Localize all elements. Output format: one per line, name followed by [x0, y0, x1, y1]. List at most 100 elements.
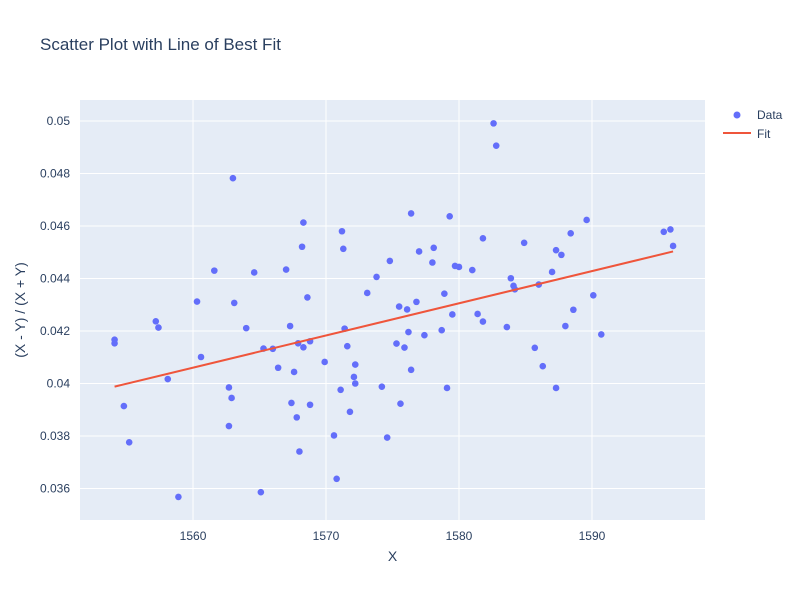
data-point[interactable] [290, 368, 298, 376]
data-point[interactable] [257, 488, 265, 496]
y-axis-title: (X - Y) / (X + Y) [12, 262, 28, 358]
data-point[interactable] [333, 475, 340, 483]
data-point[interactable] [413, 298, 420, 306]
data-point[interactable] [520, 239, 528, 247]
data-point[interactable] [242, 324, 250, 332]
data-point[interactable] [300, 219, 307, 226]
data-point[interactable] [446, 212, 453, 220]
data-point[interactable] [421, 331, 428, 339]
data-point[interactable] [539, 362, 547, 370]
data-point[interactable] [343, 342, 351, 350]
data-point[interactable] [548, 268, 556, 276]
legend[interactable]: Data Fit [723, 108, 783, 141]
data-point[interactable] [449, 311, 456, 318]
data-point[interactable] [407, 210, 415, 217]
data-point[interactable] [570, 306, 577, 314]
data-point[interactable] [296, 448, 303, 455]
data-point[interactable] [351, 361, 359, 368]
data-point[interactable] [330, 432, 338, 439]
data-point[interactable] [562, 322, 569, 330]
data-point[interactable] [274, 364, 282, 372]
data-point[interactable] [667, 226, 674, 233]
data-point[interactable] [225, 422, 233, 430]
x-tick-label: 1560 [180, 529, 207, 543]
data-point[interactable] [193, 298, 201, 305]
data-point[interactable] [211, 267, 218, 274]
data-point[interactable] [430, 244, 438, 252]
data-point[interactable] [479, 235, 487, 242]
data-point[interactable] [401, 344, 408, 351]
data-point[interactable] [386, 257, 394, 265]
data-point[interactable] [455, 263, 463, 271]
data-point[interactable] [558, 251, 565, 259]
data-point[interactable] [429, 259, 436, 266]
data-point[interactable] [552, 246, 560, 254]
data-point[interactable] [490, 120, 497, 127]
y-tick-label: 0.05 [47, 114, 71, 128]
data-point[interactable] [304, 294, 311, 301]
data-point[interactable] [373, 273, 380, 281]
data-point[interactable] [397, 400, 404, 408]
data-point[interactable] [164, 375, 172, 383]
data-point[interactable] [507, 274, 515, 282]
data-point[interactable] [229, 174, 237, 182]
data-point[interactable] [225, 384, 233, 391]
data-point[interactable] [306, 401, 314, 409]
data-point[interactable] [197, 353, 205, 361]
data-point[interactable] [282, 266, 290, 273]
data-point[interactable] [567, 230, 574, 237]
data-point[interactable] [383, 434, 391, 441]
fit-line-group [114, 250, 674, 388]
data-point[interactable] [152, 317, 160, 325]
data-point[interactable] [125, 439, 133, 446]
data-point[interactable] [155, 324, 162, 331]
data-point[interactable] [339, 245, 347, 253]
data-point[interactable] [552, 384, 560, 392]
data-point[interactable] [395, 303, 403, 310]
data-point[interactable] [321, 358, 328, 366]
x-tick-label: 1570 [313, 529, 340, 543]
data-point[interactable] [503, 323, 511, 331]
data-point[interactable] [346, 408, 354, 416]
data-point[interactable] [120, 402, 128, 410]
data-point[interactable] [298, 243, 306, 251]
data-point[interactable] [441, 290, 448, 298]
data-point[interactable] [583, 216, 590, 224]
data-point[interactable] [286, 322, 294, 330]
data-point[interactable] [250, 269, 258, 276]
data-point[interactable] [230, 299, 238, 307]
data-point[interactable] [175, 493, 182, 501]
chart-title: Scatter Plot with Line of Best Fit [40, 35, 281, 54]
data-point[interactable] [288, 399, 295, 407]
data-point[interactable] [351, 380, 359, 387]
data-point[interactable] [403, 306, 411, 313]
data-point[interactable] [479, 318, 487, 325]
data-point[interactable] [393, 340, 400, 347]
data-point[interactable] [492, 142, 500, 149]
data-point[interactable] [531, 344, 539, 352]
data-point[interactable] [660, 228, 668, 236]
data-point[interactable] [228, 394, 235, 402]
data-point[interactable] [338, 227, 346, 235]
data-point[interactable] [407, 366, 415, 374]
data-point[interactable] [474, 310, 481, 318]
data-point[interactable] [443, 384, 451, 392]
data-point[interactable] [415, 248, 423, 255]
data-point[interactable] [438, 326, 446, 334]
data-point[interactable] [111, 336, 118, 343]
data-point[interactable] [405, 328, 412, 336]
legend-marker-data [733, 111, 741, 119]
data-point[interactable] [669, 242, 677, 250]
data-point[interactable] [300, 343, 307, 351]
y-tick-label: 0.04 [47, 377, 71, 391]
data-point[interactable] [293, 414, 301, 421]
data-point[interactable] [597, 331, 605, 338]
grid-lines [80, 100, 705, 520]
data-point[interactable] [378, 383, 386, 390]
data-point[interactable] [363, 289, 371, 297]
data-point[interactable] [350, 373, 358, 381]
data-point[interactable] [337, 386, 344, 394]
x-tick-label: 1580 [446, 529, 473, 543]
data-point[interactable] [589, 292, 597, 299]
data-point[interactable] [468, 266, 476, 274]
